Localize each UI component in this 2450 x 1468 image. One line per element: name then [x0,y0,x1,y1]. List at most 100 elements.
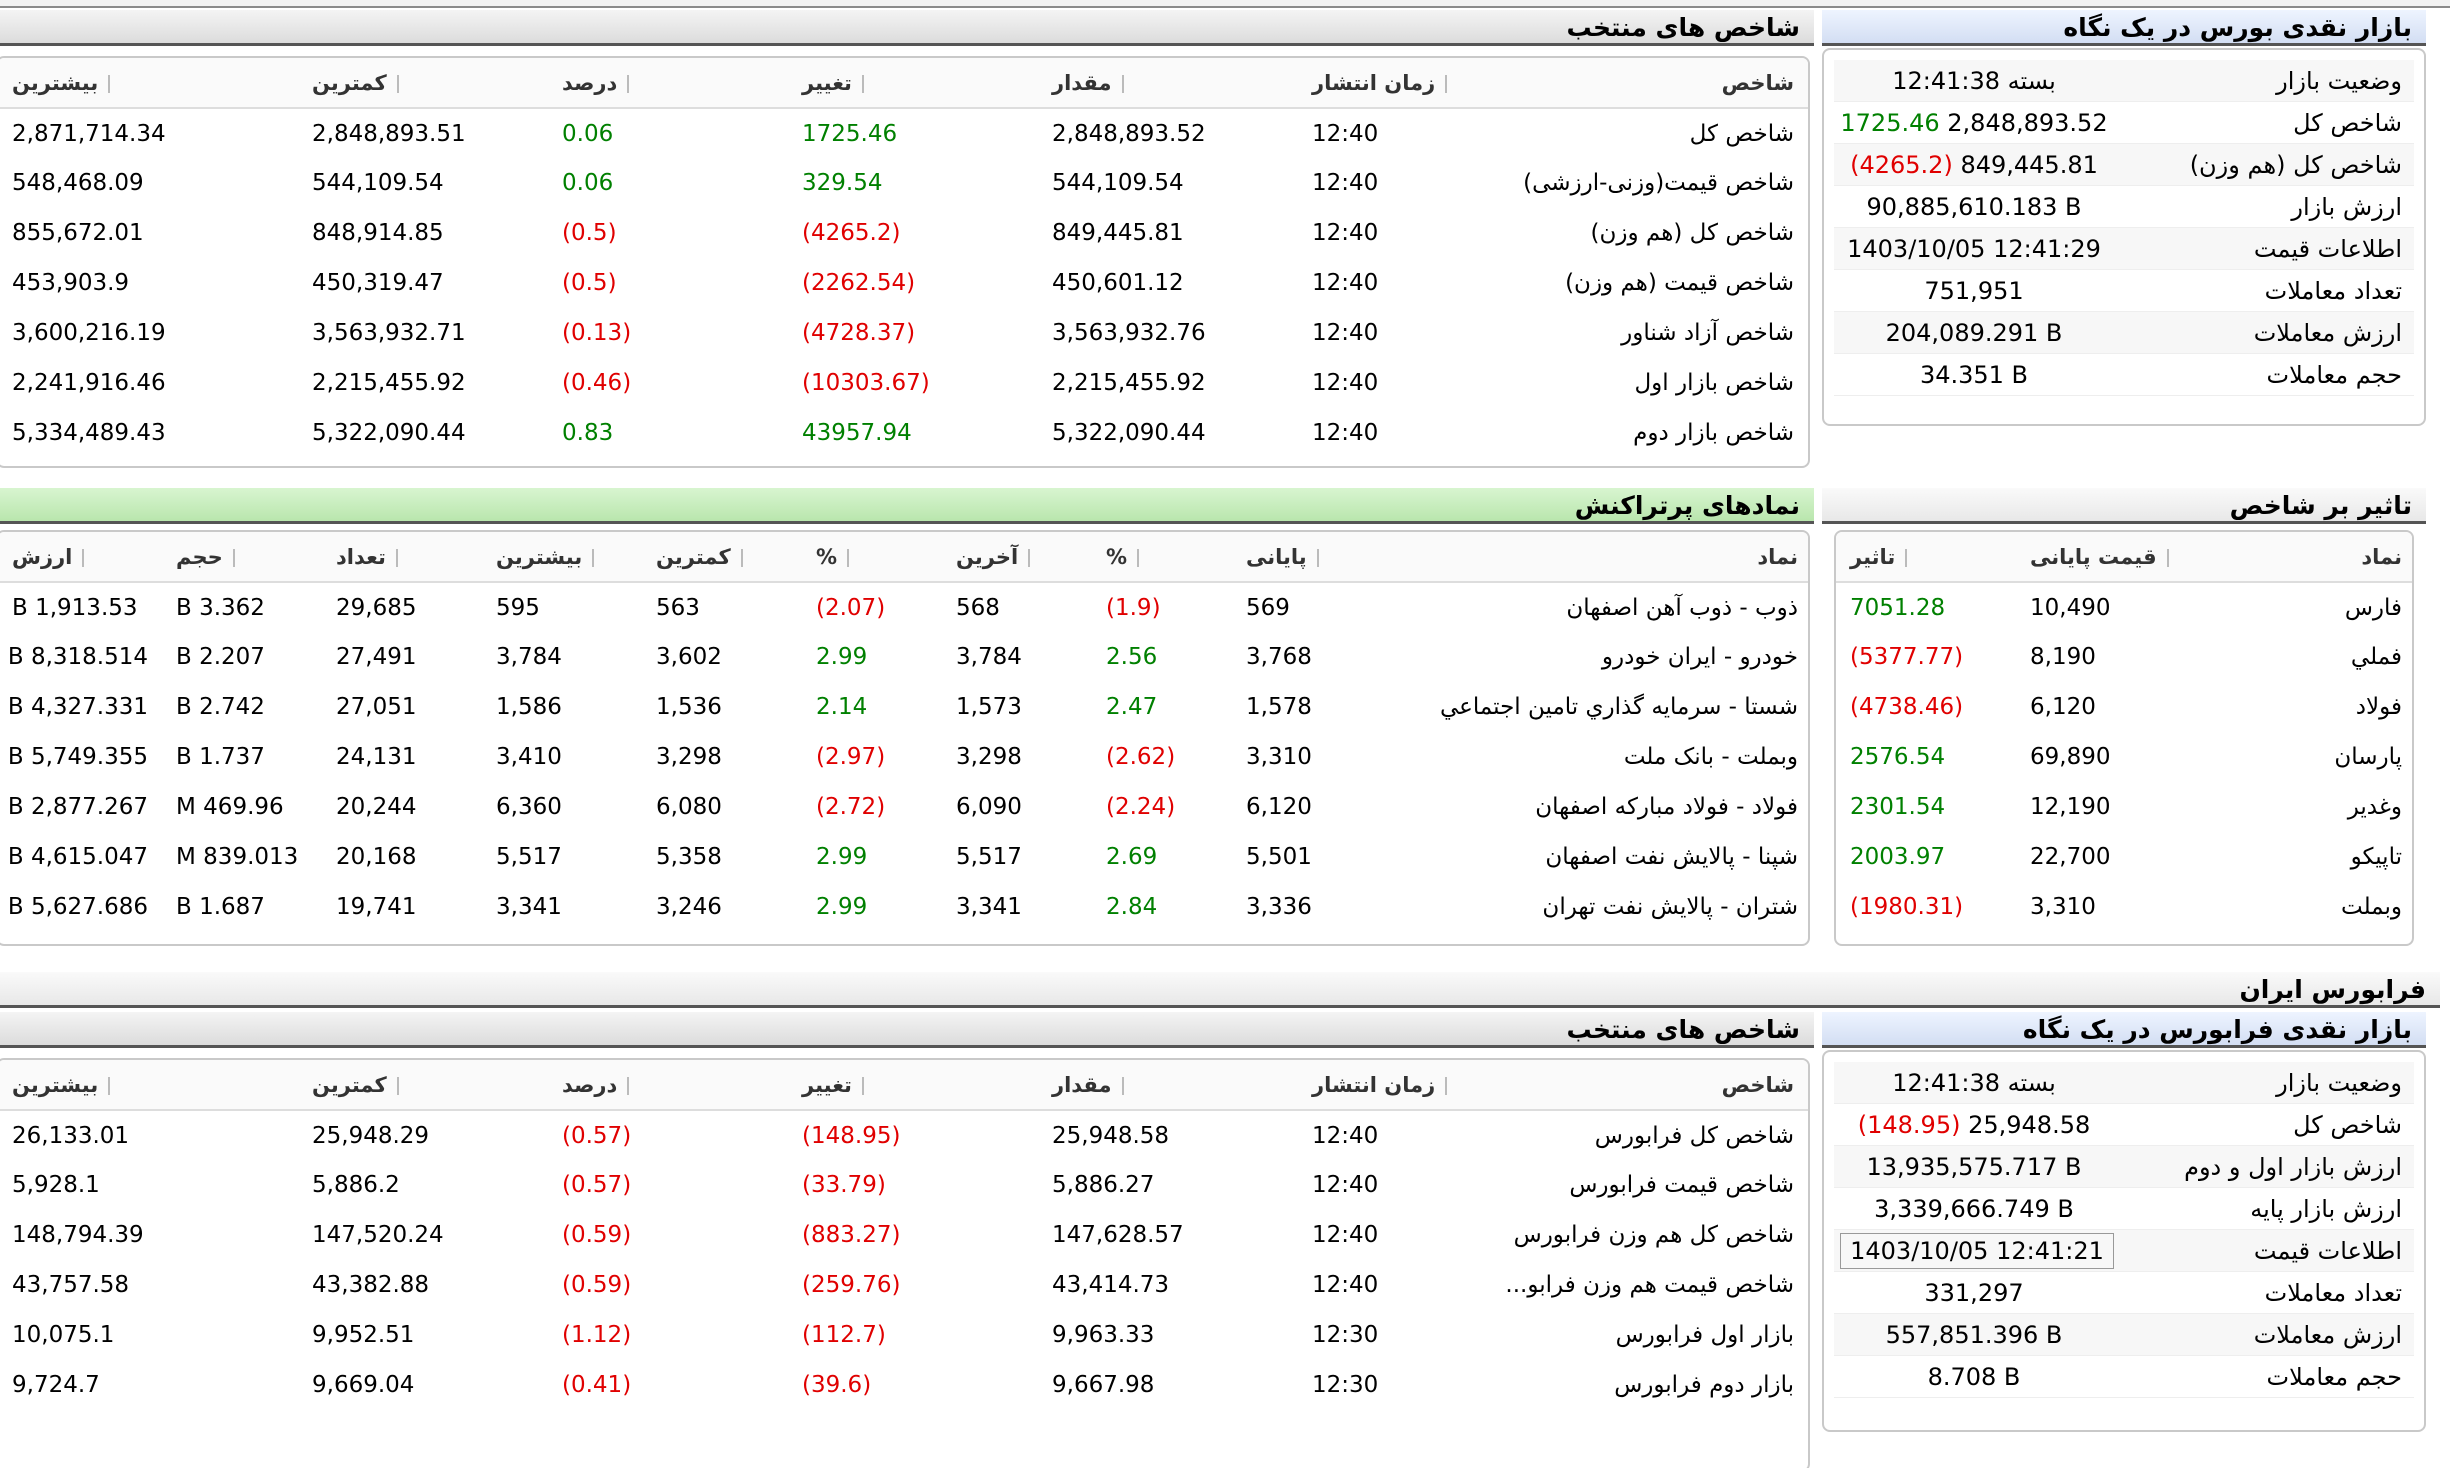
column-header[interactable]: کمترین [298,1060,548,1111]
close-price-cell: 1,578 [1246,694,1312,720]
glance-label: حجم معاملات [2266,360,2402,389]
min-cell: 1,536 [656,694,722,720]
percent-cell: (0.41) [562,1372,632,1398]
column-header-label: % [1106,544,1128,569]
table-row[interactable]: شستا - سرمايه گذاري تامين اجتماعي 1,578 2.… [0,682,1808,732]
column-header-label: آخرین [956,544,1019,569]
publish-time-cell: 12:40 [1312,1172,1379,1198]
table-row[interactable]: فارس 10,490 7051.28 [1836,582,2412,632]
max-cell: 5,334,489.43 [12,420,166,446]
table-row[interactable]: شاخص کل (هم وزن) 12:40 849,445.81 (4265.2) (… [0,208,1808,258]
index-value-cell: 849,445.81 [1052,220,1184,246]
table-row[interactable]: شاخص کل 12:40 2,848,893.52 1725.46 0.06 2,848… [0,108,1808,158]
column-separator [108,1076,111,1095]
column-header[interactable]: مقدار [1038,58,1298,109]
column-header[interactable]: % [1092,532,1232,583]
table-row[interactable]: وبملت - بانک ملت 3,310 (2.62) 3,298 (2.97) 3,… [0,732,1808,782]
table-row[interactable]: شاخص کل هم وزن فرابورس 12:40 147,628.57 (88… [0,1210,1808,1260]
column-header[interactable]: % [802,532,942,583]
column-header[interactable]: درصد [548,1060,788,1111]
close-price-cell: 3,310 [2030,894,2096,920]
glance-label: اطلاعات قیمت [2253,234,2402,263]
publish-time-cell: 12:40 [1312,420,1379,446]
table-row[interactable]: فولاد - فولاد مبارکه اصفهان 6,120 (2.24) 6,… [0,782,1808,832]
table-row[interactable]: بازار دوم فرابورس 12:30 9,667.98 (39.6) (0.4… [0,1360,1808,1410]
table-row[interactable]: شپنا - پالایش نفت اصفهان 5,501 2.69 5,517 2.… [0,832,1808,882]
close-price-cell: 6,120 [1246,794,1312,820]
index-value-cell: 43,414.73 [1052,1272,1170,1298]
bourse-impact-table: نماد قیمت پایانی تاثیر فارس 10,490 7051.28 فم… [1836,532,2412,932]
table-row[interactable]: وغدير 12,190 2301.54 [1836,782,2412,832]
column-header[interactable]: شاخص [1478,1060,1808,1111]
column-header[interactable]: کمترین [298,58,548,109]
column-header-label: شاخص [1721,1072,1794,1097]
table-row[interactable]: ذوب - ذوب آهن اصفهان 569 (1.9) 568 (2.07) 563… [0,582,1808,632]
table-row[interactable]: تاپيكو 22,700 2003.97 [1836,832,2412,882]
table-row[interactable]: پارسان 69,890 2576.54 [1836,732,2412,782]
symbol-cell: شستا - سرمايه گذاري تامين اجتماعي [1439,694,1798,720]
glance-label: ارزش معاملات [2253,318,2402,347]
close-percent-cell: (1.9) [1106,594,1161,621]
table-row[interactable]: فولاد 6,120 (4738.46) [1836,682,2412,732]
max-cell: 6,360 [496,794,562,820]
glance-label: اطلاعات قیمت [2253,1236,2402,1265]
column-header[interactable]: بیشترین [0,58,298,109]
table-row[interactable]: وبملت 3,310 (1980.31) [1836,882,2412,932]
table-row[interactable]: خودرو - ایران خودرو 3,768 2.56 3,784 2.99 3,6… [0,632,1808,682]
table-row[interactable]: فملي 8,190 (5377.77) [1836,632,2412,682]
index-name-cell: شاخص بازار اول [1634,370,1794,396]
column-header[interactable]: بیشترین [482,532,642,583]
index-name-cell: شاخص قیمت هم وزن فرابو... [1505,1272,1794,1298]
column-separator [1137,548,1140,567]
bourse-indices-panel: شاخص زمان انتشار مقدار تغییر درصد کمترین بیشتر… [0,56,1810,468]
glance-row: وضعیت بازار بسته 12:41:38 [1834,60,2414,102]
column-header-label: تغییر [802,1072,852,1097]
column-header-label: بیشترین [12,70,99,95]
column-header-label: تاثیر [1850,544,1896,569]
column-header[interactable]: بیشترین [0,1060,298,1111]
table-row[interactable]: شاخص بازار اول 12:40 2,215,455.92 (10303.67… [0,358,1808,408]
change-cell: 43957.94 [802,420,912,446]
column-header[interactable]: درصد [548,58,788,109]
column-header[interactable]: قیمت پایانی [2016,532,2216,583]
table-row[interactable]: شاخص قیمت (هم وزن) 12:40 450,601.12 (2262.5… [0,258,1808,308]
column-separator [1445,74,1448,93]
column-header[interactable]: شاخص [1478,58,1808,109]
table-row[interactable]: شتران - پالایش نفت تهران 3,336 2.84 3,341 2.… [0,882,1808,932]
column-header-label: ارزش [12,544,73,569]
column-header-label: بیشترین [496,544,583,569]
table-row[interactable]: شاخص قیمت هم وزن فرابو... 12:40 43,414.73 (… [0,1260,1808,1310]
table-row[interactable]: شاخص کل فرابورس 12:40 25,948.58 (148.95) (0.… [0,1110,1808,1160]
column-header[interactable]: حجم [162,532,322,583]
column-header[interactable]: زمان انتشار [1298,58,1478,109]
table-row[interactable]: شاخص آزاد شناور 12:40 3,563,932.76 (4728.37… [0,308,1808,358]
min-cell: 3,563,932.71 [312,320,466,346]
glance-label: ارزش بازار پایه [2250,1194,2402,1223]
index-value-cell: 2,848,893.52 [1052,120,1206,147]
column-header[interactable]: کمترین [642,532,802,583]
column-header[interactable]: تغییر [788,1060,1038,1111]
column-header[interactable]: نماد [1372,532,1808,583]
trade-value-cell: 8,318.514 B [7,644,148,670]
column-header[interactable]: تغییر [788,58,1038,109]
max-cell: 43,757.58 [12,1272,130,1298]
column-header[interactable]: زمان انتشار [1298,1060,1478,1111]
trade-value-cell: 2,877.267 B [7,794,148,820]
column-header[interactable]: تاثیر [1836,532,2016,583]
min-cell: 9,669.04 [312,1372,415,1398]
max-cell: 453,903.9 [12,270,130,296]
column-header[interactable]: مقدار [1038,1060,1298,1111]
column-header-label: حجم [176,544,223,569]
last-price-cell: 6,090 [956,794,1022,820]
close-price-cell: 3,310 [1246,744,1312,770]
column-header[interactable]: ارزش [0,532,162,583]
table-row[interactable]: شاخص بازار دوم 12:40 5,322,090.44 43957.94 0… [0,408,1808,458]
column-header[interactable]: آخرین [942,532,1092,583]
column-header[interactable]: نماد [2216,532,2412,583]
column-header[interactable]: تعداد [322,532,482,583]
column-header[interactable]: پایانی [1232,532,1372,583]
glance-row: تعداد معاملات 751,951 [1834,270,2414,312]
table-row[interactable]: بازار اول فرابورس 12:30 9,963.33 (112.7) (1.… [0,1310,1808,1360]
table-row[interactable]: شاخص قیمت فرابورس 12:40 5,886.27 (33.79) (0.… [0,1160,1808,1210]
table-row[interactable]: شاخص قیمت(وزنی-ارزشی) 12:40 544,109.54 329.… [0,158,1808,208]
